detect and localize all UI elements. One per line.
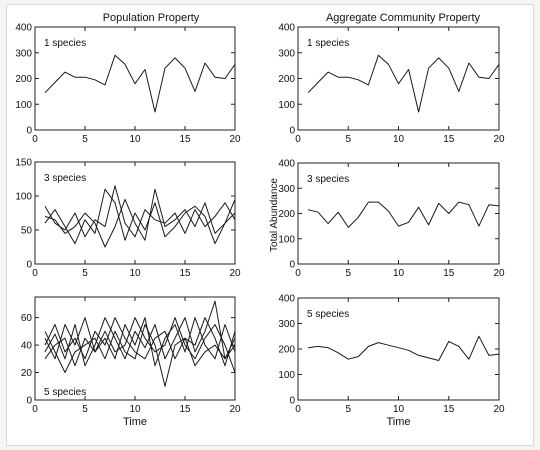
aggregate-1-species-ytick-label: 400 bbox=[278, 23, 295, 34]
aggregate-3-species-xtick-label: 5 bbox=[345, 268, 351, 279]
population-5-species-annotation: 5 species bbox=[44, 387, 86, 398]
population-1-species-annotation: 1 species bbox=[44, 38, 86, 49]
population-5-species-panel: 0 5 10 15 20 0 20 40 60 5 species Time bbox=[21, 296, 241, 428]
aggregate-3-species-ytick-label: 200 bbox=[278, 209, 295, 220]
right-column-title: Aggregate Community Property bbox=[326, 12, 481, 24]
aggregate-5-species-xtick-label: 15 bbox=[443, 404, 455, 415]
population-5-species-xtick-label: 15 bbox=[179, 404, 191, 415]
population-5-species-xtick-label: 0 bbox=[32, 404, 38, 415]
left-column-title: Population Property bbox=[103, 12, 200, 24]
aggregate-3-species-xtick-label: 0 bbox=[295, 268, 301, 279]
aggregate-5-species-xtick-label: 0 bbox=[295, 404, 301, 415]
aggregate-1-species-xtick-label: 20 bbox=[493, 134, 505, 145]
population-3-species-ytick-label: 50 bbox=[21, 226, 33, 237]
population-5-species-ytick-label: 60 bbox=[21, 313, 33, 324]
population-3-species-annotation: 3 species bbox=[44, 173, 86, 184]
population-1-species-ytick-label: 200 bbox=[15, 74, 32, 85]
aggregate-5-species-xtick-label: 20 bbox=[493, 404, 505, 415]
aggregate-5-species-ytick-label: 200 bbox=[278, 345, 295, 356]
small-multiples-chart: Population Property Aggregate Community … bbox=[15, 12, 505, 429]
aggregate-5-species-ytick-label: 300 bbox=[278, 319, 295, 330]
aggregate-1-species-ytick-label: 300 bbox=[278, 48, 295, 59]
aggregate-3-species-annotation: 3 species bbox=[307, 174, 349, 185]
aggregate-5-species-annotation: 5 species bbox=[307, 309, 349, 320]
population-1-species-series-line-1 bbox=[44, 54, 236, 113]
aggregate-3-species-xtick-label: 20 bbox=[493, 268, 505, 279]
population-1-species-xtick-label: 10 bbox=[129, 134, 141, 145]
aggregate-1-species-series-line-1 bbox=[307, 54, 500, 113]
population-3-species-xtick-label: 10 bbox=[129, 268, 141, 279]
population-5-species-series-line-1 bbox=[44, 300, 236, 367]
aggregate-5-species-ytick-label: 0 bbox=[289, 396, 295, 407]
aggregate-3-species-xtick-label: 10 bbox=[393, 268, 405, 279]
population-1-species-ytick-label: 300 bbox=[15, 48, 32, 59]
aggregate-3-species-xtick-label: 15 bbox=[443, 268, 455, 279]
aggregate-5-species-series-line-1 bbox=[308, 335, 500, 361]
aggregate-1-species-xtick-label: 15 bbox=[443, 134, 455, 145]
aggregate-1-species-annotation: 1 species bbox=[307, 38, 349, 49]
population-3-species-ytick-label: 100 bbox=[15, 192, 32, 203]
population-1-species-ytick-label: 100 bbox=[15, 100, 32, 111]
aggregate-5-species-x-axis-label: Time bbox=[386, 416, 410, 428]
population-3-species-xtick-label: 0 bbox=[32, 268, 38, 279]
population-5-species-ytick-label: 40 bbox=[21, 341, 33, 352]
population-3-species-ytick-label: 150 bbox=[15, 158, 32, 169]
population-1-species-xtick-label: 0 bbox=[32, 134, 38, 145]
population-3-species-panel: 0 5 10 15 20 0 50 100 150 3 species bbox=[15, 158, 241, 280]
aggregate-3-species-ytick-label: 300 bbox=[278, 184, 295, 195]
aggregate-1-species-xtick-label: 5 bbox=[345, 134, 351, 145]
population-5-species-x-axis-label: Time bbox=[123, 416, 147, 428]
population-3-species-xtick-label: 5 bbox=[82, 268, 88, 279]
population-3-species-series-line-3 bbox=[44, 188, 236, 248]
population-3-species-series-line-2 bbox=[44, 185, 236, 238]
aggregate-5-species-ytick-label: 100 bbox=[278, 370, 295, 381]
population-5-species-ytick-label: 20 bbox=[21, 368, 33, 379]
shared-y-axis-label: Total Abundance bbox=[269, 178, 280, 252]
aggregate-1-species-ytick-label: 200 bbox=[278, 74, 295, 85]
population-5-species-series-line-4 bbox=[44, 317, 236, 373]
aggregate-5-species-xtick-label: 5 bbox=[345, 404, 351, 415]
aggregate-1-species-ytick-label: 100 bbox=[278, 100, 295, 111]
aggregate-3-species-ytick-label: 100 bbox=[278, 234, 295, 245]
population-5-species-ytick-label: 0 bbox=[26, 396, 32, 407]
population-5-species-plot-frame bbox=[34, 296, 236, 401]
population-1-species-ytick-label: 0 bbox=[26, 126, 32, 137]
population-5-species-series-line-3 bbox=[44, 317, 236, 367]
figure: Population Property Aggregate Community … bbox=[6, 4, 534, 446]
aggregate-1-species-xtick-label: 0 bbox=[295, 134, 301, 145]
aggregate-1-species-xtick-label: 10 bbox=[393, 134, 405, 145]
population-3-species-xtick-label: 20 bbox=[229, 268, 241, 279]
population-5-species-xtick-label: 10 bbox=[129, 404, 141, 415]
population-1-species-xtick-label: 15 bbox=[179, 134, 191, 145]
population-5-species-xtick-label: 5 bbox=[82, 404, 88, 415]
population-3-species-xtick-label: 15 bbox=[179, 268, 191, 279]
aggregate-5-species-ytick-label: 400 bbox=[278, 294, 295, 305]
population-5-species-series-line-5 bbox=[44, 324, 236, 387]
population-1-species-xtick-label: 5 bbox=[82, 134, 88, 145]
aggregate-1-species-ytick-label: 0 bbox=[289, 126, 295, 137]
population-3-species-ytick-label: 0 bbox=[26, 260, 32, 271]
aggregate-3-species-ytick-label: 0 bbox=[289, 260, 295, 271]
population-1-species-xtick-label: 20 bbox=[229, 134, 241, 145]
aggregate-3-species-series-line-1 bbox=[307, 201, 500, 228]
population-3-species-series-line-1 bbox=[44, 188, 236, 245]
population-1-species-ytick-label: 400 bbox=[15, 23, 32, 34]
aggregate-3-species-ytick-label: 400 bbox=[278, 159, 295, 170]
aggregate-5-species-xtick-label: 10 bbox=[393, 404, 405, 415]
population-5-species-xtick-label: 20 bbox=[229, 404, 241, 415]
